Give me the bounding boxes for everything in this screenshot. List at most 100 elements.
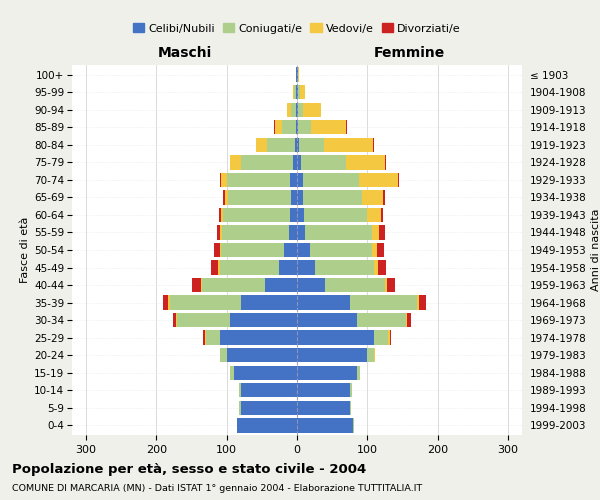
Bar <box>297 418 354 432</box>
Bar <box>297 278 325 292</box>
Bar <box>297 400 350 415</box>
Bar <box>297 313 406 328</box>
Bar <box>236 418 297 432</box>
Bar <box>297 190 302 204</box>
Bar <box>297 120 298 134</box>
Bar <box>297 138 374 152</box>
Bar <box>223 190 297 204</box>
Bar <box>170 296 297 310</box>
Bar <box>297 68 298 82</box>
Bar <box>293 85 297 100</box>
Bar <box>297 418 354 432</box>
Bar <box>281 120 297 134</box>
Bar <box>297 243 377 257</box>
Bar <box>297 85 305 100</box>
Bar <box>200 278 297 292</box>
Bar <box>287 102 297 117</box>
Bar <box>230 313 297 328</box>
Bar <box>230 366 297 380</box>
Bar <box>297 260 374 274</box>
Bar <box>227 172 297 187</box>
Bar <box>203 330 297 345</box>
Bar <box>297 172 359 187</box>
Bar <box>176 313 297 328</box>
Bar <box>297 172 398 187</box>
Bar <box>297 190 362 204</box>
Bar <box>289 226 297 239</box>
Bar <box>227 348 297 362</box>
Bar <box>297 226 372 239</box>
Bar <box>297 348 374 362</box>
Bar <box>275 120 297 134</box>
Bar <box>267 138 297 152</box>
Bar <box>230 366 297 380</box>
Bar <box>296 68 297 82</box>
Bar <box>297 330 390 345</box>
Bar <box>297 226 385 239</box>
Bar <box>297 102 321 117</box>
Bar <box>239 400 297 415</box>
Bar <box>297 348 375 362</box>
Bar <box>280 260 297 274</box>
Bar <box>241 400 297 415</box>
Bar <box>236 418 297 432</box>
Bar <box>241 296 297 310</box>
Bar <box>169 296 297 310</box>
Bar <box>297 208 382 222</box>
Bar <box>297 278 387 292</box>
Bar <box>297 366 360 380</box>
Bar <box>294 85 297 100</box>
Bar <box>297 418 353 432</box>
Bar <box>297 348 367 362</box>
Bar <box>221 172 297 187</box>
Bar <box>173 313 297 328</box>
Bar <box>296 68 297 82</box>
Bar <box>297 260 386 274</box>
Bar <box>206 330 297 345</box>
Bar <box>297 260 378 274</box>
Bar <box>241 383 297 398</box>
Bar <box>297 330 374 345</box>
Bar <box>297 348 375 362</box>
Bar <box>296 120 297 134</box>
Bar <box>293 155 297 170</box>
Bar <box>229 155 297 170</box>
Bar <box>297 243 384 257</box>
Bar <box>224 190 297 204</box>
Y-axis label: Fasce di età: Fasce di età <box>20 217 30 283</box>
Bar <box>297 278 395 292</box>
Bar <box>295 138 297 152</box>
Bar <box>297 138 373 152</box>
Bar <box>205 330 297 345</box>
Bar <box>296 68 297 82</box>
Bar <box>256 138 297 152</box>
Bar <box>297 138 324 152</box>
Bar <box>297 296 419 310</box>
Bar <box>297 330 388 345</box>
Bar <box>265 278 297 292</box>
Bar <box>297 68 298 82</box>
Bar <box>297 418 354 432</box>
Bar <box>211 260 297 274</box>
Bar <box>292 190 297 204</box>
Bar <box>297 260 314 274</box>
Bar <box>297 243 371 257</box>
Bar <box>221 243 297 257</box>
Bar <box>274 120 297 134</box>
Text: Femmine: Femmine <box>374 46 445 60</box>
Bar <box>297 313 407 328</box>
Bar <box>297 296 350 310</box>
Bar <box>297 68 299 82</box>
Bar <box>296 102 297 117</box>
Bar <box>297 313 411 328</box>
Bar <box>297 400 351 415</box>
Y-axis label: Anni di nascita: Anni di nascita <box>590 209 600 291</box>
Bar <box>297 190 385 204</box>
Bar <box>239 400 297 415</box>
Bar <box>297 85 298 100</box>
Bar <box>202 278 297 292</box>
Bar <box>297 208 304 222</box>
Bar <box>221 208 297 222</box>
Bar <box>287 102 297 117</box>
Bar <box>297 330 391 345</box>
